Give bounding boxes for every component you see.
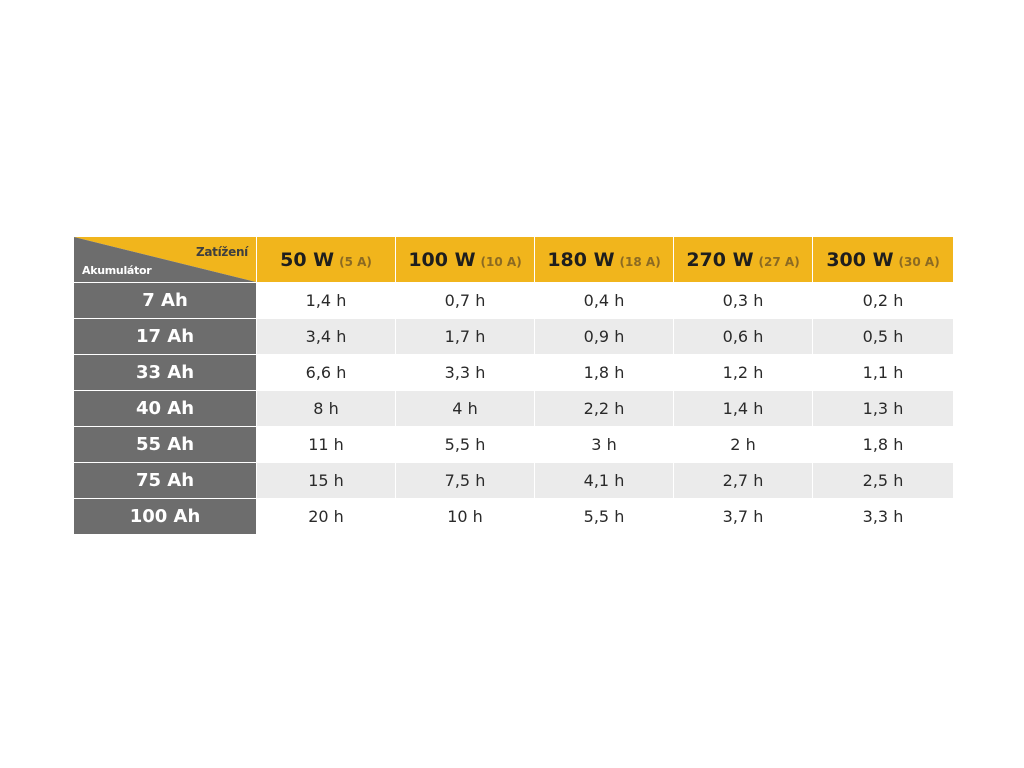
load-axis-label: Zatížení (195, 245, 248, 259)
table-row: 75 Ah 15 h 7,5 h 4,1 h 2,7 h 2,5 h (74, 463, 953, 498)
runtime-cell: 7,5 h (396, 463, 534, 498)
runtime-cell: 0,6 h (674, 319, 812, 354)
runtime-cell: 20 h (257, 499, 395, 534)
column-header: 300 W (30 A) (813, 237, 953, 282)
column-header-watts: 180 W (547, 248, 615, 271)
table-row: 7 Ah 1,4 h 0,7 h 0,4 h 0,3 h 0,2 h (74, 283, 953, 318)
runtime-cell: 1,7 h (396, 319, 534, 354)
row-header-capacity: 7 Ah (74, 283, 256, 318)
row-header-capacity: 17 Ah (74, 319, 256, 354)
column-header: 270 W (27 A) (674, 237, 812, 282)
table-row: 100 Ah 20 h 10 h 5,5 h 3,7 h 3,3 h (74, 499, 953, 534)
corner-diagonal-graphic (74, 237, 256, 282)
runtime-cell: 3,3 h (813, 499, 953, 534)
row-header-capacity: 55 Ah (74, 427, 256, 462)
table-row: 55 Ah 11 h 5,5 h 3 h 2 h 1,8 h (74, 427, 953, 462)
row-header-capacity: 75 Ah (74, 463, 256, 498)
column-header: 50 W (5 A) (257, 237, 395, 282)
runtime-cell: 3,3 h (396, 355, 534, 390)
runtime-cell: 6,6 h (257, 355, 395, 390)
runtime-cell: 10 h (396, 499, 534, 534)
row-header-capacity: 100 Ah (74, 499, 256, 534)
runtime-cell: 4 h (396, 391, 534, 426)
runtime-cell: 5,5 h (535, 499, 673, 534)
runtime-cell: 3,4 h (257, 319, 395, 354)
runtime-cell: 1,2 h (674, 355, 812, 390)
column-header-amps: (30 A) (898, 254, 940, 269)
runtime-cell: 15 h (257, 463, 395, 498)
column-header-amps: (10 A) (480, 254, 522, 269)
table-row: 17 Ah 3,4 h 1,7 h 0,9 h 0,6 h 0,5 h (74, 319, 953, 354)
runtime-cell: 0,3 h (674, 283, 812, 318)
column-header-watts: 50 W (280, 248, 335, 271)
column-header: 180 W (18 A) (535, 237, 673, 282)
runtime-cell: 1,8 h (535, 355, 673, 390)
table-header-row: Zatížení Akumulátor 50 W (5 A) 100 W (10… (74, 237, 953, 282)
runtime-cell: 2,5 h (813, 463, 953, 498)
column-header-amps: (18 A) (619, 254, 661, 269)
runtime-cell: 3 h (535, 427, 673, 462)
runtime-cell: 0,5 h (813, 319, 953, 354)
table-row: 40 Ah 8 h 4 h 2,2 h 1,4 h 1,3 h (74, 391, 953, 426)
runtime-cell: 0,2 h (813, 283, 953, 318)
runtime-cell: 2 h (674, 427, 812, 462)
column-header: 100 W (10 A) (396, 237, 534, 282)
column-header-amps: (5 A) (339, 254, 372, 269)
runtime-cell: 1,4 h (674, 391, 812, 426)
runtime-cell: 0,7 h (396, 283, 534, 318)
battery-axis-label: Akumulátor (82, 264, 152, 277)
runtime-cell: 5,5 h (396, 427, 534, 462)
runtime-cell: 3,7 h (674, 499, 812, 534)
runtime-cell: 8 h (257, 391, 395, 426)
column-header-watts: 100 W (408, 248, 476, 271)
runtime-cell: 1,1 h (813, 355, 953, 390)
runtime-cell: 0,9 h (535, 319, 673, 354)
column-header-watts: 270 W (686, 248, 754, 271)
column-header-amps: (27 A) (758, 254, 800, 269)
runtime-cell: 0,4 h (535, 283, 673, 318)
runtime-cell: 4,1 h (535, 463, 673, 498)
runtime-cell: 2,2 h (535, 391, 673, 426)
row-header-capacity: 40 Ah (74, 391, 256, 426)
runtime-cell: 2,7 h (674, 463, 812, 498)
corner-header-cell: Zatížení Akumulátor (74, 237, 256, 282)
runtime-cell: 1,3 h (813, 391, 953, 426)
runtime-cell: 1,8 h (813, 427, 953, 462)
row-header-capacity: 33 Ah (74, 355, 256, 390)
table-row: 33 Ah 6,6 h 3,3 h 1,8 h 1,2 h 1,1 h (74, 355, 953, 390)
battery-runtime-table: Zatížení Akumulátor 50 W (5 A) 100 W (10… (74, 237, 953, 534)
runtime-cell: 11 h (257, 427, 395, 462)
column-header-watts: 300 W (826, 248, 894, 271)
runtime-cell: 1,4 h (257, 283, 395, 318)
